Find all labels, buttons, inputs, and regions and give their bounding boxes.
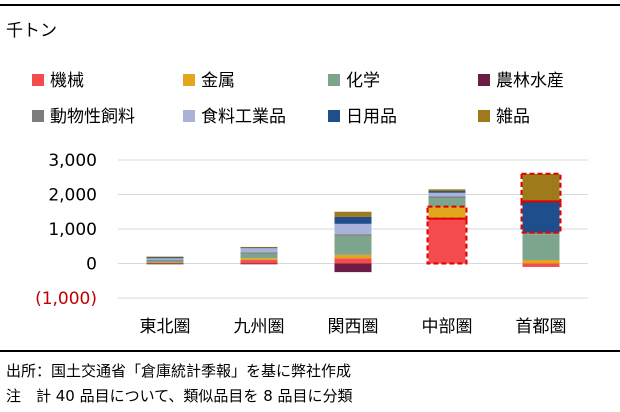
highlight-boxes [426, 172, 562, 265]
bar-segment [428, 206, 466, 219]
bar-segment [334, 216, 372, 224]
bar-segment [334, 223, 372, 235]
bar-segment [428, 189, 466, 192]
bar-segment [240, 260, 278, 264]
legend-swatch [32, 110, 44, 122]
bar-segment [146, 259, 184, 261]
bar-segment [334, 235, 372, 255]
legend-swatch [478, 74, 490, 86]
legend-label: 動物性飼料 [50, 107, 135, 127]
bar-segment [334, 254, 372, 259]
bar-segment [240, 253, 278, 259]
legend-label: 食料工業品 [201, 107, 286, 127]
legend-label: 機械 [50, 71, 84, 91]
bar-segment [240, 246, 278, 248]
bar-segment [146, 260, 184, 263]
bar-segment [334, 258, 372, 264]
bar-segment [240, 247, 278, 253]
highlight-box [426, 217, 468, 265]
bar-segment [240, 258, 278, 261]
bottom-rule [0, 350, 620, 352]
bar-segment [522, 260, 560, 264]
unit-label: 千トン [6, 21, 57, 41]
bar-segment [334, 263, 372, 273]
legend-label: 雑品 [496, 107, 530, 127]
x-axis: 東北圏 九州圏 関西圏 中部圏 首都圏 [140, 317, 567, 337]
bar-segment [522, 234, 560, 261]
bar-segment [240, 263, 278, 265]
y-tick-label: 2,000 [48, 186, 97, 206]
bar-segment [146, 262, 184, 264]
bar-segment [522, 201, 560, 233]
x-tick-label: 東北圏 [140, 317, 191, 337]
legend-label: 日用品 [346, 107, 397, 127]
x-tick-label: 首都圏 [516, 317, 567, 337]
legend-label: 化学 [346, 71, 380, 91]
bar-segment [428, 218, 466, 264]
highlight-box [520, 200, 562, 234]
bar-segment [428, 196, 466, 198]
highlight-box [520, 172, 562, 203]
legend-swatch [32, 74, 44, 86]
legend-swatch [328, 74, 340, 86]
chart-bars [146, 173, 560, 273]
x-tick-label: 関西圏 [328, 317, 379, 337]
y-tick-label: (1,000) [35, 289, 97, 309]
bar-segment [428, 197, 466, 207]
y-tick-label: 1,000 [48, 220, 97, 240]
highlight-box [426, 205, 468, 220]
footnote: 注 計 40 品目について、類似品目を 8 品目に分類 [6, 387, 353, 405]
y-axis: (1,000) 0 1,000 2,000 3,000 [35, 151, 97, 309]
legend-label: 金属 [201, 71, 235, 91]
bar-segment [146, 256, 184, 258]
x-tick-label: 中部圏 [422, 317, 473, 337]
legend-swatch [183, 110, 195, 122]
source-note: 出所：国土交通省「倉庫統計季報」を基に弊社作成 [6, 362, 352, 380]
bar-segment [522, 263, 560, 267]
legend-swatch [183, 74, 195, 86]
bar-segment [428, 192, 466, 197]
y-tick-label: 0 [86, 255, 97, 275]
bar-segment [146, 256, 184, 259]
bar-segment [334, 211, 372, 217]
legend-swatch [328, 110, 340, 122]
bar-segment [428, 191, 466, 193]
x-tick-label: 九州圏 [234, 317, 285, 337]
legend-label: 農林水産 [496, 71, 564, 91]
bar-segment [334, 234, 372, 236]
bar-segment [146, 258, 184, 260]
legend-swatch [478, 110, 490, 122]
bar-segment [146, 263, 184, 265]
bar-segment [240, 252, 278, 254]
bar-segment [522, 173, 560, 202]
y-tick-label: 3,000 [48, 151, 97, 171]
top-rule [0, 4, 620, 6]
